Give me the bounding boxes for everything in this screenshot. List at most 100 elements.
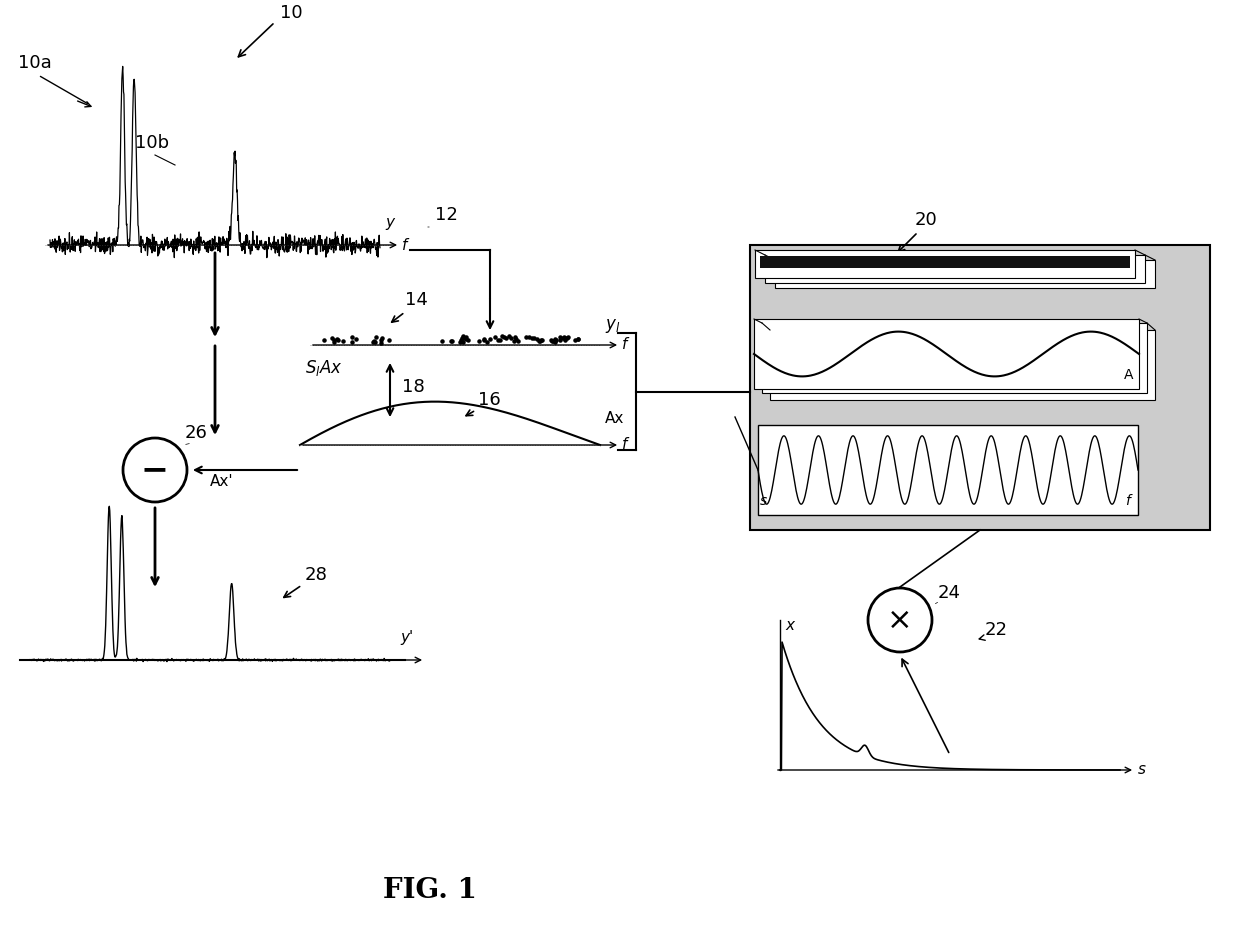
Bar [765, 255, 1145, 283]
Point [480, 331, 500, 346]
Point [553, 330, 573, 345]
Bar [770, 330, 1154, 400]
Point [565, 332, 585, 347]
Text: 12: 12 [435, 206, 458, 224]
Point [553, 330, 573, 345]
Point [551, 332, 570, 347]
Point [518, 330, 538, 345]
Point [568, 331, 588, 346]
Point [454, 330, 474, 345]
Text: 10b: 10b [135, 134, 169, 152]
Point [508, 333, 528, 348]
Text: 10: 10 [280, 4, 303, 22]
Text: Ax: Ax [605, 411, 625, 426]
Point [379, 333, 399, 348]
Point [477, 334, 497, 349]
Point [527, 331, 547, 346]
Point [541, 333, 560, 348]
Text: s: s [1138, 762, 1146, 777]
Point [532, 333, 552, 348]
Point [363, 335, 383, 350]
Point [321, 330, 341, 345]
Text: FIG. 1: FIG. 1 [383, 876, 477, 903]
Text: s: s [760, 494, 768, 508]
Text: Ax': Ax' [210, 474, 233, 489]
Point [542, 334, 562, 349]
Point [453, 334, 472, 349]
Bar [755, 250, 1135, 278]
Point [441, 334, 461, 349]
Point [503, 333, 523, 348]
Point [523, 330, 543, 345]
Text: 20: 20 [915, 211, 937, 229]
Bar [760, 256, 1130, 268]
Point [568, 332, 588, 347]
Text: x: x [785, 618, 794, 633]
Point [371, 333, 391, 348]
Point [314, 332, 334, 347]
Point [501, 330, 521, 345]
Point [441, 334, 461, 349]
Point [459, 332, 479, 347]
Point [451, 333, 471, 348]
Point [500, 329, 520, 344]
Point [556, 333, 575, 348]
Text: 26: 26 [185, 424, 208, 442]
Text: y': y' [401, 630, 413, 645]
Point [486, 329, 506, 344]
Point [558, 330, 578, 345]
Text: 16: 16 [477, 391, 501, 409]
Point [496, 331, 516, 346]
Text: −: − [141, 453, 169, 486]
Point [506, 331, 526, 346]
Point [365, 333, 384, 348]
Point [432, 334, 451, 349]
Point [543, 334, 563, 349]
Bar [758, 425, 1138, 515]
Point [544, 331, 564, 346]
Point [367, 330, 387, 345]
Point [489, 333, 508, 348]
Point [469, 334, 489, 349]
Point [450, 335, 470, 350]
Text: $S_lAx$: $S_lAx$ [305, 358, 342, 378]
Text: $y_l$: $y_l$ [605, 317, 620, 335]
Point [372, 336, 392, 351]
Text: 18: 18 [402, 378, 425, 396]
Text: 28: 28 [305, 566, 327, 584]
Text: A: A [1123, 368, 1133, 382]
Bar [775, 260, 1154, 288]
Point [325, 334, 345, 349]
Text: 24: 24 [937, 584, 961, 602]
Bar [754, 319, 1140, 389]
Point [531, 333, 551, 348]
Point [329, 333, 348, 348]
Point [324, 333, 343, 348]
Point [546, 333, 565, 348]
Bar [763, 323, 1147, 393]
Point [554, 330, 574, 345]
Point [551, 329, 570, 344]
Text: y: y [384, 215, 394, 230]
Text: f: f [622, 437, 627, 452]
Point [490, 333, 510, 348]
Point [475, 333, 495, 348]
Point [495, 329, 515, 344]
Point [327, 331, 347, 346]
Bar [750, 245, 1210, 530]
Point [372, 331, 392, 346]
Text: ×: × [888, 606, 913, 635]
Point [453, 331, 472, 346]
Text: 10a: 10a [19, 54, 52, 72]
Point [516, 329, 536, 344]
Point [342, 330, 362, 345]
Point [529, 334, 549, 349]
Point [334, 334, 353, 349]
Point [492, 329, 512, 344]
Point [342, 335, 362, 350]
Text: f: f [402, 238, 408, 253]
Point [546, 335, 565, 350]
Point [522, 330, 542, 345]
Point [505, 329, 525, 344]
Text: 14: 14 [405, 291, 428, 309]
